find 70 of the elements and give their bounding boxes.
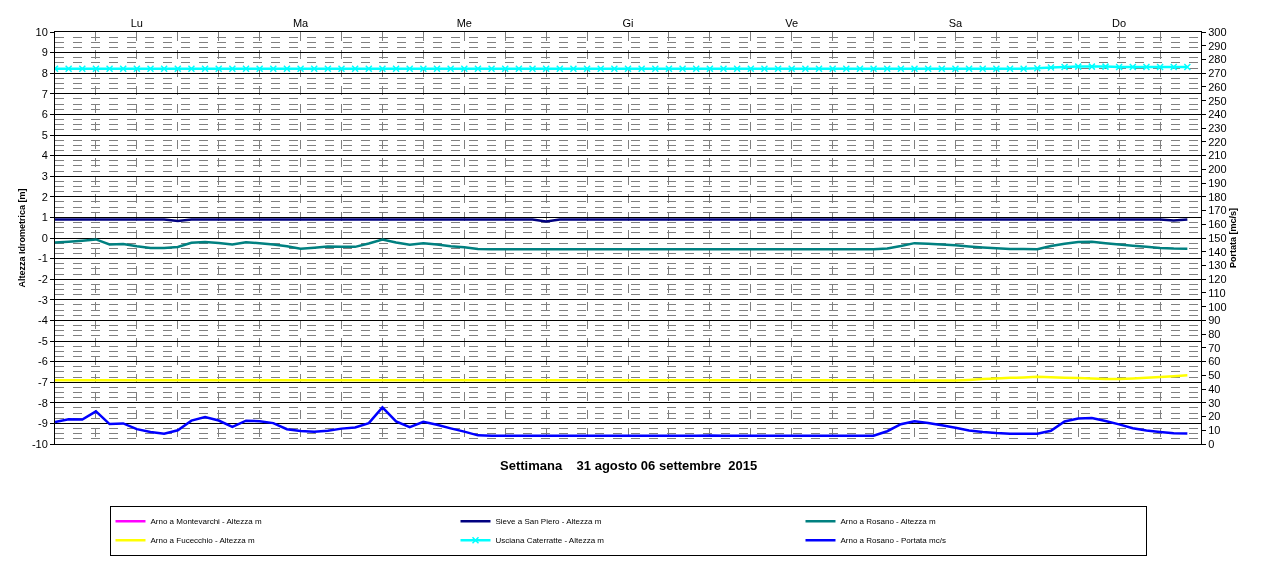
y2-tick-label: 130: [1208, 259, 1227, 272]
x-tick-label: Ma: [292, 16, 310, 29]
y-tick-label: 10: [35, 25, 48, 38]
y-tick-label: 8: [41, 67, 48, 80]
y2-tick-label: 270: [1208, 67, 1227, 80]
y-tick-label: 5: [41, 128, 48, 141]
y2-tick-label: 120: [1208, 273, 1227, 286]
legend-label: Arno a Rosano - Portata mc/s: [840, 536, 946, 546]
y-tick-label: -10: [31, 437, 48, 450]
x-tick-label: Lu: [130, 16, 143, 29]
y2-tick-label: 250: [1208, 94, 1227, 107]
y2-tick-label: 300: [1208, 25, 1227, 38]
y-tick-label: -5: [38, 334, 48, 347]
y-tick-label: 7: [41, 87, 48, 100]
y2-tick-label: 70: [1208, 341, 1221, 354]
y-tick-label: 0: [41, 231, 48, 244]
y2-tick-label: 260: [1208, 80, 1227, 93]
y2-tick-label: 190: [1208, 176, 1227, 189]
y2-tick-label: 150: [1208, 231, 1227, 244]
line-series: [55, 406, 1189, 438]
y2-tick-label: 90: [1208, 314, 1221, 327]
y-tick-label: -6: [38, 355, 48, 368]
y2-tick-label: 80: [1208, 327, 1221, 340]
y-tick-label: -7: [38, 376, 48, 389]
y2-tick-label: 60: [1208, 355, 1221, 368]
y2-axis-title: Portata [mc/s]: [1228, 207, 1239, 269]
y-tick-label: -8: [38, 396, 48, 409]
legend-label: Usciana Caterratte - Altezza m: [495, 536, 605, 546]
y2-tick-label: 240: [1208, 108, 1227, 121]
y-tick-label: -4: [38, 314, 48, 327]
y2-tick-label: 140: [1208, 245, 1227, 258]
x-tick-label: Gi: [622, 16, 634, 29]
y-tick-label: 4: [41, 149, 48, 162]
y2-tick-label: 50: [1208, 369, 1221, 382]
y2-tick-label: 30: [1208, 396, 1221, 409]
legend-label: Arno a Fucecchio - Altezza m: [150, 536, 255, 546]
y-tick-label: -9: [38, 417, 48, 430]
y2-tick-label: 0: [1208, 437, 1215, 450]
x-tick-label: Me: [456, 16, 472, 29]
legend-label: Arno a Montevarchi - Altezza m: [150, 517, 262, 527]
x-tick-label: Do: [1112, 16, 1127, 29]
y2-tick-label: 200: [1208, 163, 1227, 176]
y-tick-label: 3: [41, 170, 48, 183]
y2-tick-label: 110: [1208, 286, 1226, 299]
legend-label: Sieve a San Piero - Altezza m: [495, 517, 602, 527]
y2-tick-label: 10: [1208, 424, 1221, 437]
y2-tick-label: 40: [1208, 382, 1221, 395]
y2-tick-label: 20: [1208, 410, 1221, 423]
x-tick-label: Sa: [948, 16, 964, 29]
y-axis-title: Altezza Idrometrica [m]: [17, 188, 28, 288]
y-tick-label: 6: [41, 108, 48, 121]
y-tick-label: 2: [41, 190, 48, 203]
y2-tick-label: 210: [1208, 149, 1227, 162]
y2-tick-label: 290: [1208, 39, 1227, 52]
x-axis-title: Settimana 31 agosto 06 settembre 2015: [500, 458, 758, 473]
line-series: [55, 238, 1189, 251]
y-tick-label: -2: [38, 273, 48, 286]
y-tick-label: 1: [41, 211, 48, 224]
y2-tick-label: 280: [1208, 53, 1227, 66]
y2-tick-label: 170: [1208, 204, 1227, 217]
x-tick-label: Ve: [785, 16, 799, 29]
y-tick-label: -1: [38, 252, 48, 265]
y2-tick-label: 230: [1208, 121, 1227, 134]
y2-tick-label: 160: [1208, 218, 1227, 231]
legend-label: Arno a Rosano - Altezza m: [840, 517, 936, 527]
y-tick-label: -3: [38, 293, 48, 306]
y-tick-label: 9: [41, 46, 48, 59]
y2-tick-label: 220: [1208, 135, 1227, 148]
y2-tick-label: 180: [1208, 190, 1227, 203]
y2-tick-label: 100: [1208, 300, 1227, 313]
